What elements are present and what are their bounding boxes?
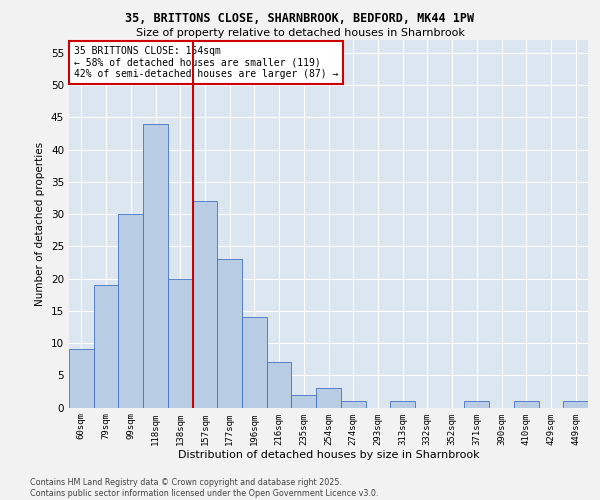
Bar <box>168 278 193 407</box>
Bar <box>94 285 118 408</box>
Bar <box>316 388 341 407</box>
Bar <box>514 401 539 407</box>
Text: Contains HM Land Registry data © Crown copyright and database right 2025.
Contai: Contains HM Land Registry data © Crown c… <box>30 478 379 498</box>
Y-axis label: Number of detached properties: Number of detached properties <box>35 142 46 306</box>
Bar <box>118 214 143 408</box>
Bar <box>341 401 365 407</box>
Text: 35 BRITTONS CLOSE: 154sqm
← 58% of detached houses are smaller (119)
42% of semi: 35 BRITTONS CLOSE: 154sqm ← 58% of detac… <box>74 46 338 78</box>
Bar <box>69 350 94 408</box>
Text: 35, BRITTONS CLOSE, SHARNBROOK, BEDFORD, MK44 1PW: 35, BRITTONS CLOSE, SHARNBROOK, BEDFORD,… <box>125 12 475 26</box>
Bar <box>143 124 168 408</box>
X-axis label: Distribution of detached houses by size in Sharnbrook: Distribution of detached houses by size … <box>178 450 479 460</box>
Text: Size of property relative to detached houses in Sharnbrook: Size of property relative to detached ho… <box>136 28 464 38</box>
Bar <box>292 394 316 407</box>
Bar <box>217 259 242 408</box>
Bar <box>464 401 489 407</box>
Bar <box>267 362 292 408</box>
Bar <box>242 317 267 408</box>
Bar <box>563 401 588 407</box>
Bar <box>193 201 217 408</box>
Bar <box>390 401 415 407</box>
